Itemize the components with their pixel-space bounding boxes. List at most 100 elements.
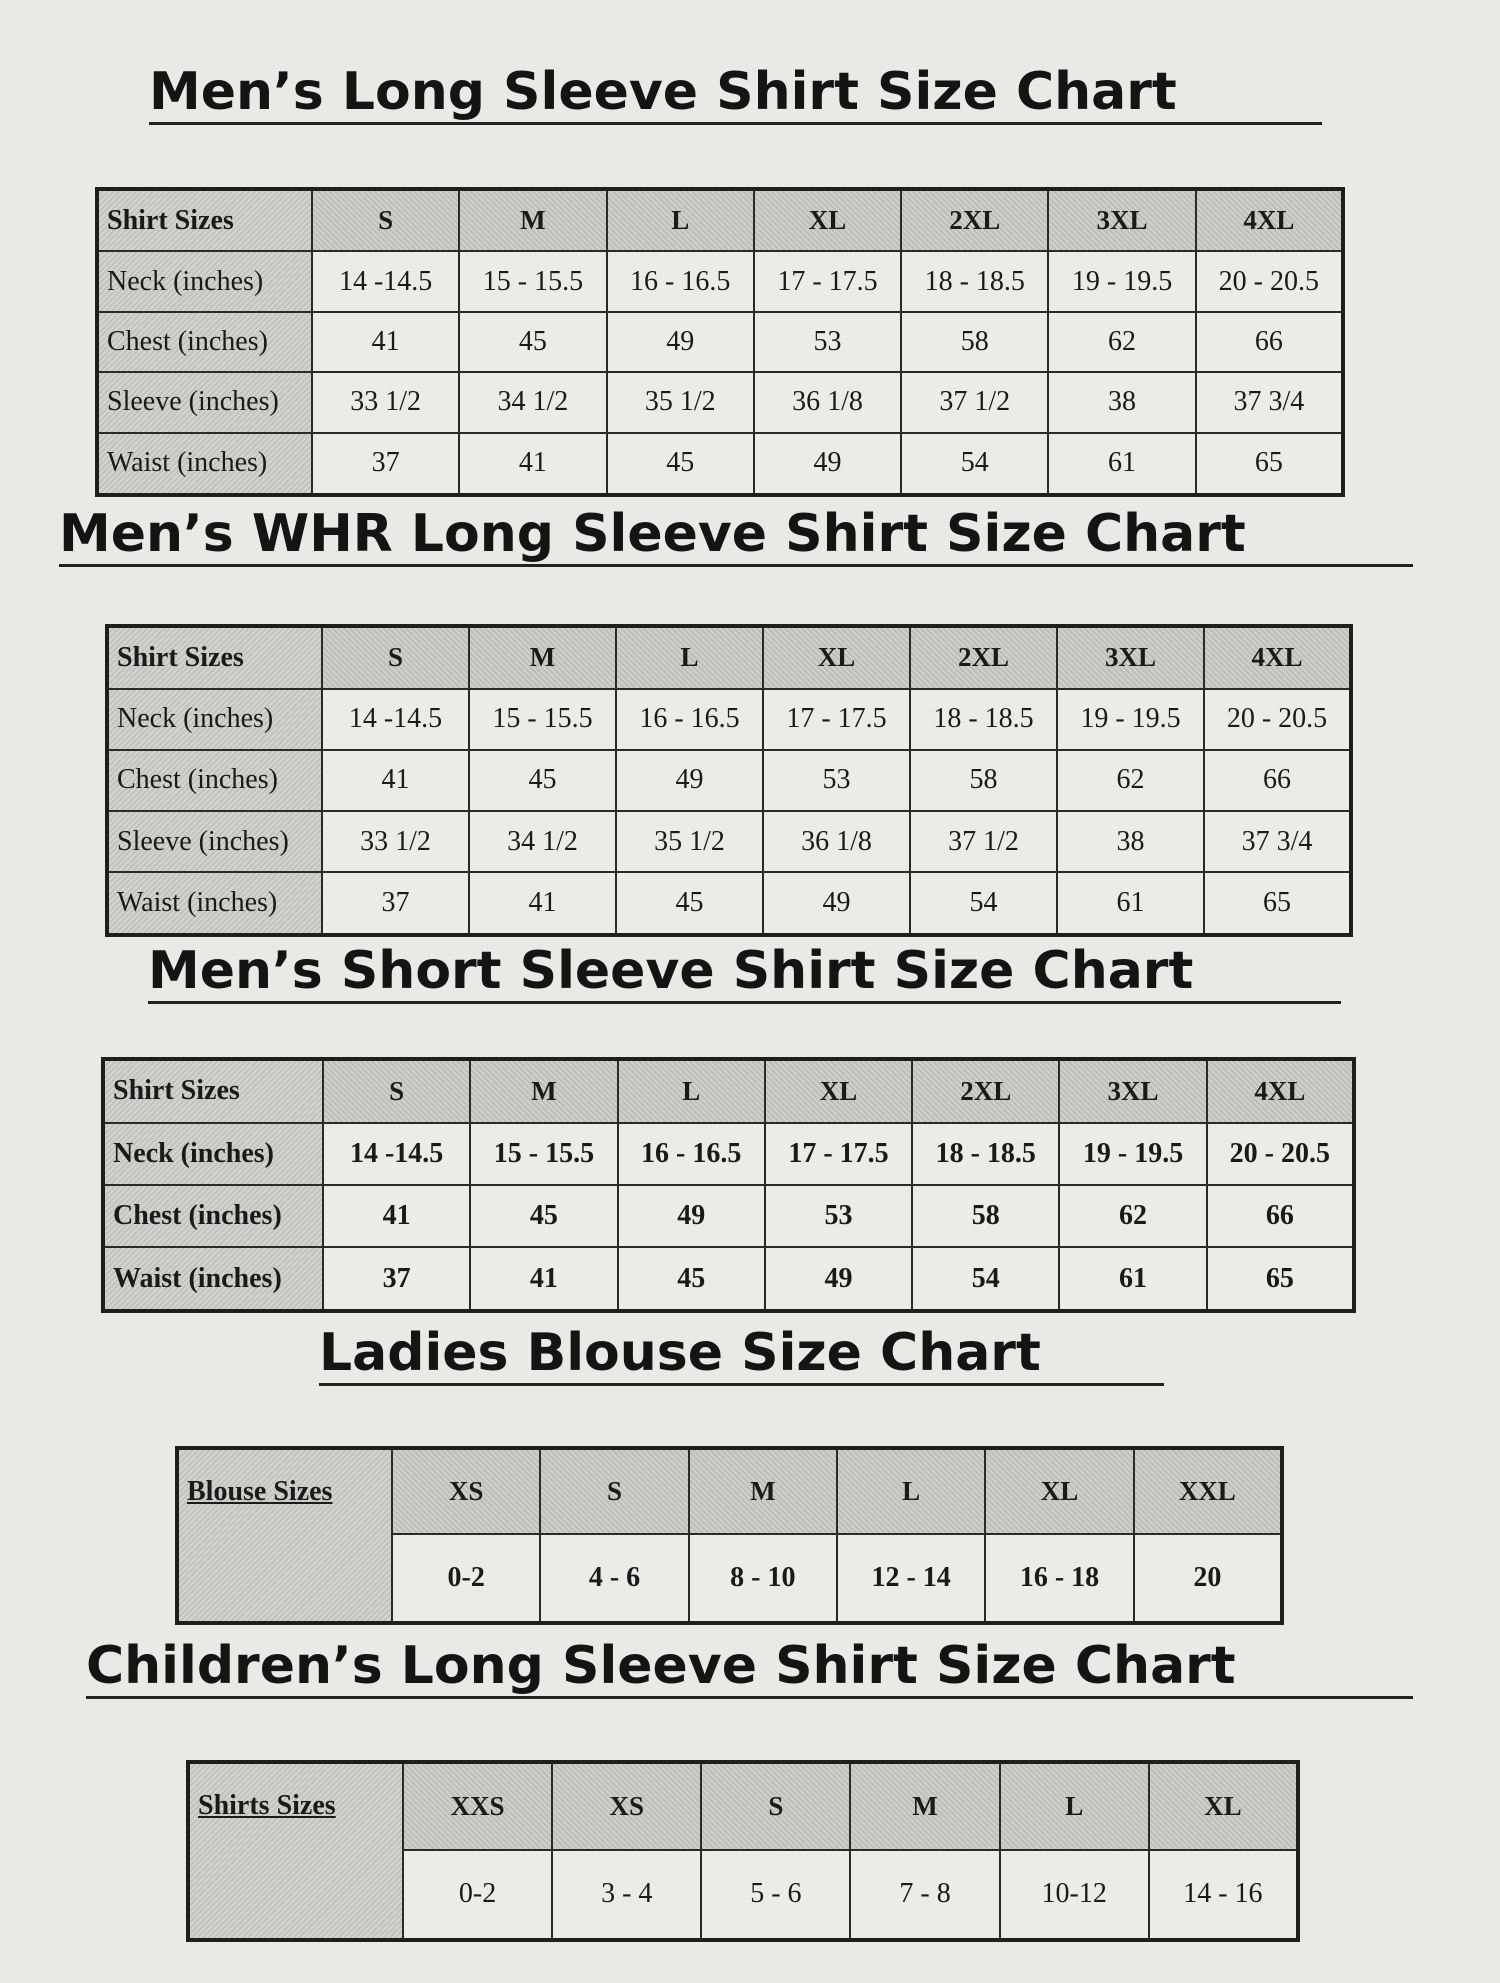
- table-cell: 14 -14.5: [321, 687, 470, 751]
- table-row: Sleeve (inches) 33 1/2 34 1/2 35 1/2 36 1/8 3…: [106, 810, 1352, 874]
- size-header: 4XL: [1194, 187, 1345, 253]
- row-label: Neck (inches): [106, 687, 323, 751]
- table-row: Waist (inches) 37 41 45 49 54 61 65: [96, 431, 1345, 497]
- table-cell: 19 - 19.5: [1056, 687, 1205, 751]
- table-cell: 62: [1058, 1183, 1208, 1249]
- size-header: L: [616, 1058, 766, 1124]
- table-cell: 37 1/2: [900, 371, 1050, 434]
- table-cell: 34 1/2: [458, 371, 608, 434]
- table-cell: 65: [1205, 1246, 1356, 1312]
- table-cell: 65: [1203, 871, 1352, 936]
- header-label: Shirt Sizes: [106, 625, 323, 690]
- table-cell: 37 3/4: [1194, 371, 1345, 434]
- table-cell: 41: [321, 1183, 472, 1249]
- size-header: 3XL: [1058, 1058, 1208, 1124]
- table-cell: 12 - 14: [835, 1533, 987, 1624]
- table-cell: 62: [1056, 748, 1205, 813]
- header-row: Shirt Sizes S M L XL 2XL 3XL 4XL: [106, 625, 1352, 690]
- table-cell: 4 - 6: [539, 1533, 690, 1624]
- table-cell: 38: [1047, 371, 1197, 434]
- table-cell: 20 - 20.5: [1203, 687, 1352, 751]
- size-header: XL: [763, 1058, 914, 1124]
- table-row: Chest (inches) 41 45 49 53 58 62 66: [106, 748, 1352, 813]
- size-header: XL: [762, 625, 911, 690]
- row-label: Chest (inches): [96, 310, 313, 374]
- header-row: Shirts Sizes XXS XS S M L XL: [187, 1761, 1300, 1941]
- table-cell: 66: [1205, 1183, 1356, 1249]
- size-table: Shirt Sizes S M L XL 2XL 3XL 4XL Neck (inches) 14…: [101, 1057, 1356, 1313]
- size-header: M: [468, 625, 617, 690]
- chart-title: Men’s Long Sleeve Shirt Size Chart: [149, 66, 1322, 125]
- table-cell: 35 1/2: [605, 371, 755, 434]
- table-cell: 66: [1203, 748, 1352, 813]
- row-label: Chest (inches): [102, 1183, 324, 1249]
- table-cell: 49: [615, 748, 764, 813]
- size-header: 2XL: [909, 625, 1058, 690]
- table-cell: 15 - 15.5: [468, 687, 617, 751]
- size-header: 2XL: [911, 1058, 1061, 1124]
- table-cell: 49: [752, 431, 903, 497]
- table-cell: 62: [1047, 310, 1197, 374]
- size-header: S: [321, 625, 470, 690]
- table-cell: 16 - 16.5: [615, 687, 764, 751]
- table-cell: 19 - 19.5: [1058, 1121, 1208, 1186]
- table-cell: 61: [1056, 871, 1205, 936]
- table-cell: 49: [762, 871, 911, 936]
- size-header: M: [458, 187, 608, 253]
- size-header: 2XL: [900, 187, 1050, 253]
- table-cell: 41: [321, 748, 470, 813]
- header-label: Shirts Sizes: [187, 1761, 404, 1941]
- chart-title: Ladies Blouse Size Chart: [319, 1327, 1164, 1386]
- row-label: Waist (inches): [102, 1246, 324, 1312]
- table-cell: 45: [616, 1246, 766, 1312]
- header-label: Shirt Sizes: [102, 1058, 324, 1124]
- size-header: XL: [984, 1446, 1135, 1536]
- size-header: XS: [390, 1446, 542, 1536]
- table-cell: 45: [458, 310, 608, 374]
- table-cell: 54: [909, 871, 1058, 936]
- size-header: XL: [752, 187, 903, 253]
- table-cell: 19 - 19.5: [1047, 250, 1197, 313]
- table-cell: 3 - 4: [551, 1848, 703, 1942]
- table-cell: 33 1/2: [321, 810, 470, 874]
- row-label: Sleeve (inches): [106, 810, 323, 874]
- table-cell: 37: [321, 871, 470, 936]
- table-row: Chest (inches) 41 45 49 53 58 62 66: [96, 310, 1345, 374]
- table-row: Waist (inches) 37 41 45 49 54 61 65: [106, 871, 1352, 936]
- table-cell: 0-2: [401, 1848, 554, 1942]
- table-row: Sleeve (inches) 33 1/2 34 1/2 35 1/2 36 1/8 3…: [96, 371, 1345, 434]
- row-label: Neck (inches): [102, 1121, 324, 1186]
- table-cell: 33 1/2: [310, 371, 461, 434]
- table-cell: 36 1/8: [752, 371, 903, 434]
- table-cell: 45: [469, 1183, 619, 1249]
- size-header: 3XL: [1047, 187, 1197, 253]
- table-cell: 53: [763, 1183, 914, 1249]
- table-cell: 58: [900, 310, 1050, 374]
- size-header: S: [700, 1761, 852, 1851]
- size-header: 4XL: [1203, 625, 1352, 690]
- chart-title: Children’s Long Sleeve Shirt Size Chart: [86, 1640, 1413, 1699]
- table-cell: 37: [310, 431, 461, 497]
- size-header: M: [849, 1761, 1001, 1851]
- table-cell: 34 1/2: [468, 810, 617, 874]
- header-label: Blouse Sizes: [176, 1447, 393, 1624]
- table-cell: 17 - 17.5: [752, 250, 903, 313]
- table-cell: 49: [605, 310, 755, 374]
- table-cell: 53: [752, 310, 903, 374]
- table-cell: 66: [1194, 310, 1345, 374]
- size-header: XL: [1147, 1761, 1300, 1851]
- table-cell: 20: [1132, 1533, 1284, 1624]
- table-cell: 58: [911, 1183, 1061, 1249]
- table-cell: 14 -14.5: [321, 1121, 472, 1186]
- table-cell: 54: [911, 1246, 1061, 1312]
- table-cell: 15 - 15.5: [458, 250, 608, 313]
- table-cell: 17 - 17.5: [762, 687, 911, 751]
- row-label: Sleeve (inches): [96, 371, 313, 434]
- table-cell: 20 - 20.5: [1194, 250, 1345, 313]
- table-cell: 18 - 18.5: [911, 1121, 1061, 1186]
- table-cell: 61: [1058, 1246, 1208, 1312]
- size-header: S: [321, 1058, 472, 1124]
